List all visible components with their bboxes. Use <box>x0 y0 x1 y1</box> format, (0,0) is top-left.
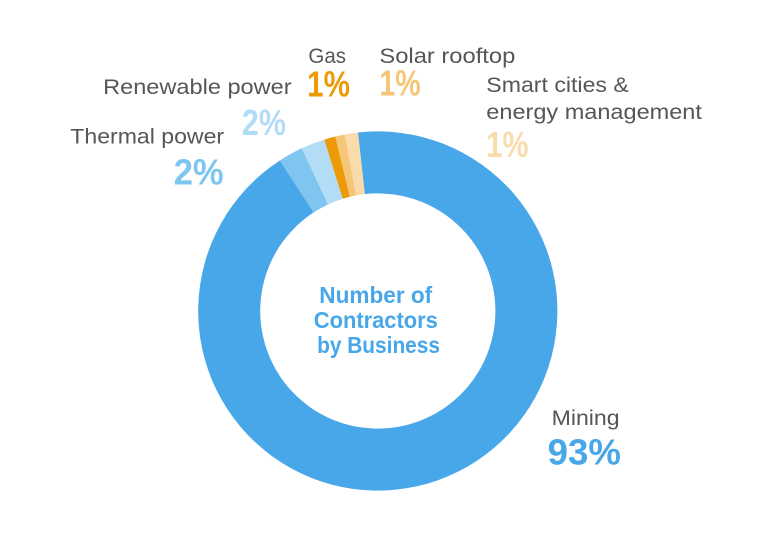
svg-text:Contractors: Contractors <box>314 307 438 333</box>
svg-text:1%: 1% <box>307 63 350 104</box>
svg-text:2%: 2% <box>242 102 286 143</box>
svg-text:Gas: Gas <box>308 45 346 68</box>
svg-text:Thermal power: Thermal power <box>70 125 224 148</box>
svg-text:Solar rooftop: Solar rooftop <box>379 45 515 68</box>
svg-text:2%: 2% <box>174 152 224 193</box>
svg-text:1%: 1% <box>379 63 420 104</box>
svg-text:1%: 1% <box>486 124 528 165</box>
svg-text:Renewable power: Renewable power <box>103 76 292 99</box>
svg-text:93%: 93% <box>548 432 621 473</box>
svg-text:Number of: Number of <box>319 282 432 308</box>
svg-text:by Business: by Business <box>317 332 440 358</box>
svg-text:Smart cities &: Smart cities & <box>486 74 629 97</box>
svg-text:Mining: Mining <box>552 407 620 430</box>
svg-text:energy management: energy management <box>486 101 702 124</box>
